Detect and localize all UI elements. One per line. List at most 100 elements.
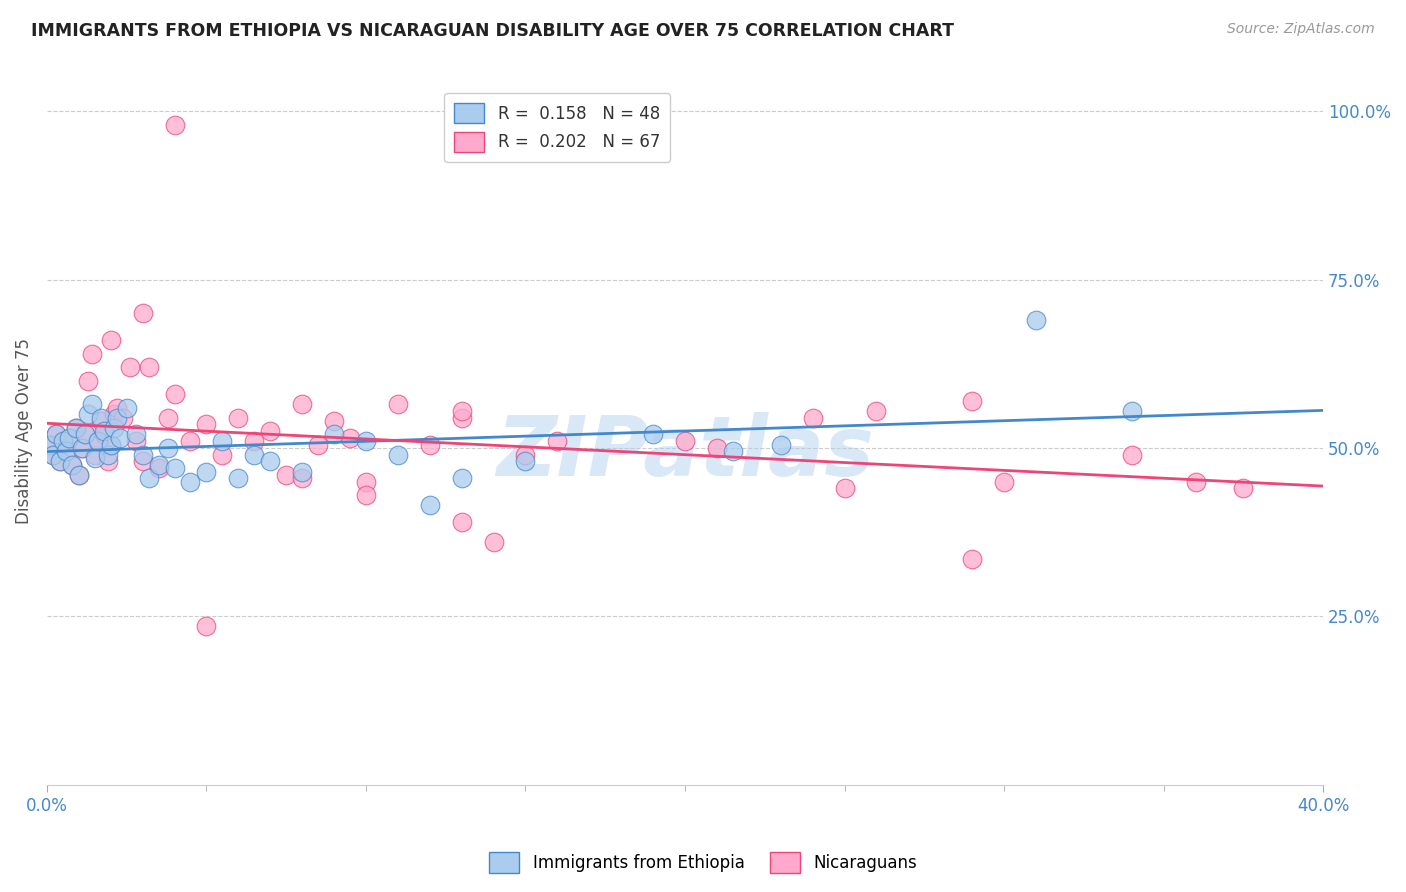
Point	[228, 410, 250, 425]
Point	[450, 471, 472, 485]
Point	[80, 397, 103, 411]
Point	[450, 404, 472, 418]
Point	[801, 410, 824, 425]
Point	[291, 465, 314, 479]
Point	[96, 454, 118, 468]
Text: Source: ZipAtlas.com: Source: ZipAtlas.com	[1227, 22, 1375, 37]
Point	[58, 431, 80, 445]
Point	[83, 451, 105, 466]
Point	[45, 427, 67, 442]
Point	[1121, 404, 1143, 418]
Point	[307, 437, 329, 451]
Point	[323, 414, 346, 428]
Point	[339, 431, 361, 445]
Point	[419, 498, 441, 512]
Point	[148, 458, 170, 472]
Point	[65, 421, 87, 435]
Point	[482, 535, 505, 549]
Point	[42, 448, 65, 462]
Point	[100, 437, 122, 451]
Point	[865, 404, 887, 418]
Point	[100, 437, 122, 451]
Point	[138, 471, 160, 485]
Point	[259, 454, 281, 468]
Point	[55, 444, 77, 458]
Point	[77, 407, 100, 421]
Point	[960, 393, 983, 408]
Point	[354, 475, 377, 489]
Point	[211, 434, 233, 449]
Point	[259, 424, 281, 438]
Point	[131, 454, 153, 468]
Point	[1232, 481, 1254, 495]
Point	[100, 333, 122, 347]
Point	[960, 552, 983, 566]
Point	[48, 454, 70, 468]
Point	[515, 448, 537, 462]
Point	[163, 461, 186, 475]
Point	[354, 434, 377, 449]
Point	[131, 306, 153, 320]
Point	[75, 427, 97, 442]
Point	[179, 434, 201, 449]
Point	[1121, 448, 1143, 462]
Point	[103, 421, 125, 435]
Point	[83, 448, 105, 462]
Point	[450, 410, 472, 425]
Point	[643, 427, 665, 442]
Point	[39, 437, 62, 451]
Point	[90, 414, 112, 428]
Point	[323, 427, 346, 442]
Point	[157, 441, 180, 455]
Text: IMMIGRANTS FROM ETHIOPIA VS NICARAGUAN DISABILITY AGE OVER 75 CORRELATION CHART: IMMIGRANTS FROM ETHIOPIA VS NICARAGUAN D…	[31, 22, 953, 40]
Text: ZIPatlas: ZIPatlas	[496, 412, 875, 492]
Point	[228, 471, 250, 485]
Point	[110, 431, 132, 445]
Point	[45, 427, 67, 442]
Y-axis label: Disability Age Over 75: Disability Age Over 75	[15, 338, 32, 524]
Point	[1025, 313, 1047, 327]
Point	[52, 434, 75, 449]
Point	[62, 458, 84, 472]
Point	[67, 467, 90, 482]
Legend: Immigrants from Ethiopia, Nicaraguans: Immigrants from Ethiopia, Nicaraguans	[482, 846, 924, 880]
Point	[515, 454, 537, 468]
Point	[62, 458, 84, 472]
Legend: R =  0.158   N = 48, R =  0.202   N = 67: R = 0.158 N = 48, R = 0.202 N = 67	[444, 93, 671, 161]
Point	[354, 488, 377, 502]
Point	[163, 387, 186, 401]
Point	[179, 475, 201, 489]
Point	[195, 619, 218, 633]
Point	[706, 441, 728, 455]
Point	[769, 437, 792, 451]
Point	[138, 360, 160, 375]
Point	[52, 434, 75, 449]
Point	[55, 444, 77, 458]
Point	[211, 448, 233, 462]
Point	[39, 437, 62, 451]
Point	[87, 434, 110, 449]
Point	[163, 118, 186, 132]
Point	[48, 454, 70, 468]
Point	[243, 448, 266, 462]
Point	[291, 397, 314, 411]
Point	[419, 437, 441, 451]
Point	[75, 427, 97, 442]
Point	[115, 401, 138, 415]
Point	[90, 410, 112, 425]
Point	[387, 448, 409, 462]
Point	[157, 410, 180, 425]
Point	[993, 475, 1015, 489]
Point	[70, 441, 93, 455]
Point	[148, 461, 170, 475]
Point	[42, 448, 65, 462]
Point	[834, 481, 856, 495]
Point	[546, 434, 568, 449]
Point	[105, 410, 128, 425]
Point	[387, 397, 409, 411]
Point	[70, 441, 93, 455]
Point	[450, 515, 472, 529]
Point	[112, 410, 135, 425]
Point	[125, 434, 148, 449]
Point	[93, 427, 115, 442]
